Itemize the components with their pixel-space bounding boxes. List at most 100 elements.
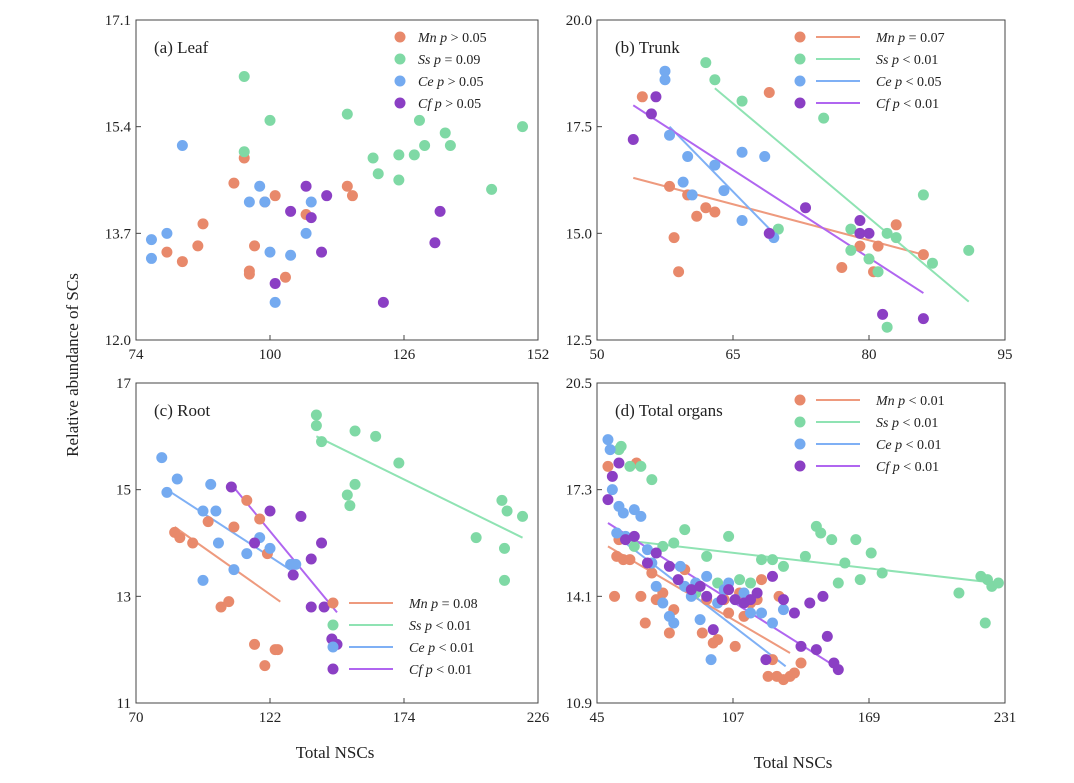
point-cf	[429, 237, 441, 249]
point-mn	[192, 240, 204, 252]
legend-label-ss: Ss p < 0.01	[876, 53, 938, 68]
panel-title: (d) Total organs	[615, 401, 723, 420]
point-cf	[300, 180, 312, 192]
legend-label-ce: Ce p < 0.01	[409, 641, 474, 656]
point-ss	[845, 244, 857, 256]
legend-marker-mn	[327, 597, 339, 609]
point-ce	[290, 558, 302, 570]
point-ss	[393, 174, 405, 186]
point-cf	[763, 227, 775, 239]
point-cf	[377, 296, 389, 308]
y-tick-label: 15.0	[566, 226, 592, 242]
point-cf	[716, 594, 728, 606]
point-ce	[197, 505, 209, 517]
point-mn	[602, 460, 614, 472]
x-tick-label: 152	[527, 347, 550, 363]
point-cf	[832, 664, 844, 676]
fit-line-ce	[668, 125, 775, 235]
point-ss	[393, 149, 405, 161]
point-ss	[679, 524, 691, 536]
panel-trunk: 50 65 80 95 12.5 15.0 17.5 20.0 (b) Trunk Mn p = …	[566, 13, 1013, 363]
point-mn	[668, 232, 680, 244]
plot-frame	[135, 19, 539, 341]
point-ss	[845, 223, 857, 235]
point-ce	[205, 478, 217, 490]
legend-label-ss: Ss p = 0.09	[418, 53, 480, 68]
legend-marker-cf	[327, 663, 339, 675]
x-tick-label: 74	[129, 347, 145, 363]
point-mn	[176, 256, 188, 268]
point-ce	[156, 452, 168, 464]
point-ce	[259, 196, 271, 208]
point-cf	[723, 584, 735, 596]
y-tick-label: 14.1	[566, 589, 592, 605]
point-mn	[756, 574, 768, 586]
x-tick-label: 126	[393, 347, 416, 363]
legend-marker-ce	[394, 75, 406, 87]
point-ss	[517, 121, 529, 133]
legend-label-cf: Cf p < 0.01	[876, 97, 939, 112]
point-ss	[766, 554, 778, 566]
point-ss	[501, 505, 513, 517]
legend-marker-ce	[327, 641, 339, 653]
point-ss	[745, 577, 757, 589]
point-ce	[243, 196, 255, 208]
point-ss	[413, 114, 425, 126]
x-tick-label: 231	[994, 710, 1017, 726]
point-mn	[663, 627, 675, 639]
fit-line-ce	[611, 532, 787, 668]
legend-marker-mn	[794, 31, 806, 43]
plot-frame	[135, 382, 539, 704]
point-ss	[953, 587, 965, 599]
point-ce	[659, 74, 671, 86]
point-ss	[777, 560, 789, 572]
point-mn	[254, 513, 266, 525]
point-ss	[496, 494, 508, 506]
y-tick-label: 17.5	[566, 120, 592, 136]
panel-leaf: 74 100 126 152 12.0 13.7 15.4 17.1 (a) Leaf Mn p …	[105, 13, 550, 363]
fit-line-cf	[230, 483, 338, 613]
legend-label-mn: Mn p = 0.08	[408, 597, 478, 612]
point-mn	[673, 266, 685, 278]
x-tick-label: 107	[722, 710, 745, 726]
point-mn	[249, 638, 261, 650]
fit-line-ss	[714, 87, 970, 303]
point-ss	[818, 112, 830, 124]
point-ss	[799, 550, 811, 562]
legend-label-cf: Cf p < 0.01	[409, 663, 472, 678]
point-ss	[815, 527, 827, 539]
point-mn	[228, 521, 240, 533]
point-ss	[470, 532, 482, 544]
legend-marker-ss	[794, 53, 806, 65]
point-cf	[602, 494, 614, 506]
legend-label-ce: Ce p < 0.05	[876, 75, 941, 90]
point-mn	[635, 590, 647, 602]
point-ss	[826, 534, 838, 546]
point-mn	[174, 532, 186, 544]
point-ss	[439, 127, 451, 139]
point-ce	[145, 234, 157, 246]
point-cf	[694, 580, 706, 592]
point-cf	[804, 597, 816, 609]
point-ce	[176, 139, 188, 151]
point-mn	[890, 219, 902, 231]
x-axis-label-left: Total NSCs	[296, 743, 375, 762]
point-ce	[668, 617, 680, 629]
point-ce	[161, 227, 173, 239]
point-mn	[272, 644, 284, 656]
legend-label-ce: Ce p > 0.05	[418, 75, 483, 90]
point-cf	[434, 205, 446, 217]
point-ss	[865, 547, 877, 559]
point-ss	[832, 577, 844, 589]
point-cf	[628, 530, 640, 542]
point-mn	[917, 249, 929, 261]
x-tick-label: 65	[726, 347, 741, 363]
point-mn	[709, 206, 721, 218]
y-tick-label: 13	[116, 589, 131, 605]
point-mn	[223, 596, 235, 608]
point-ce	[606, 484, 618, 496]
y-tick-label: 13.7	[105, 226, 132, 242]
point-ce	[285, 249, 297, 261]
point-ss	[700, 57, 712, 69]
point-mn	[762, 670, 774, 682]
